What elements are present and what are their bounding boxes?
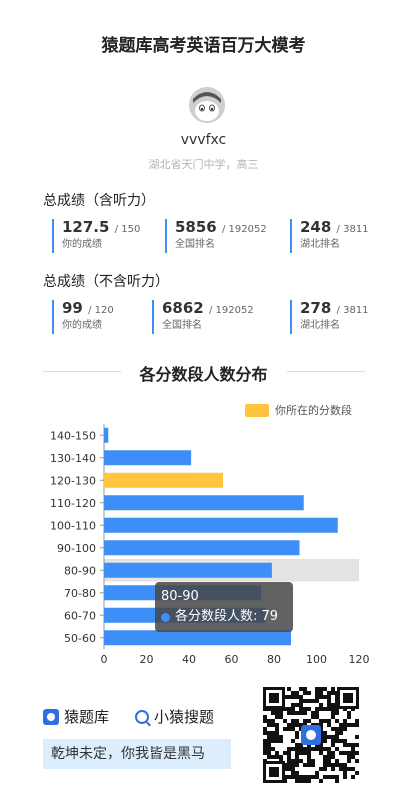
tooltip-series-label: 各分数段人数: bbox=[175, 609, 258, 624]
bar-110-120[interactable] bbox=[104, 495, 304, 511]
legend-swatch bbox=[245, 403, 269, 417]
avatar bbox=[189, 87, 225, 123]
stat-score-without-listening: 99 / 120 你的成绩 bbox=[52, 300, 114, 334]
stat-value: 99 bbox=[62, 299, 83, 317]
x-tick-label-40: 40 bbox=[182, 653, 196, 666]
category-label-50-60: 50-60 bbox=[64, 632, 96, 645]
stat-value: 278 bbox=[300, 299, 332, 317]
bar-50-60[interactable] bbox=[104, 630, 291, 646]
stat-province-rank-with-listening: 248 / 3811 湖北排名 bbox=[290, 219, 369, 253]
stat-denominator: / 3811 bbox=[336, 305, 369, 316]
chart-tooltip: 80-90 各分数段人数: 79 bbox=[155, 582, 293, 632]
bar-140-150[interactable] bbox=[104, 427, 109, 443]
category-label-110-120: 110-120 bbox=[50, 497, 96, 510]
stat-value: 248 bbox=[300, 218, 332, 236]
category-label-100-110: 100-110 bbox=[50, 519, 96, 532]
brand-xiaoyuan-soti: 小猿搜题 bbox=[135, 706, 214, 727]
x-tick-label-60: 60 bbox=[225, 653, 239, 666]
username: vvvfxc bbox=[180, 132, 227, 148]
stat-value: 127.5 bbox=[62, 218, 110, 236]
category-label-60-70: 60-70 bbox=[64, 609, 96, 622]
bar-90-100[interactable] bbox=[104, 540, 300, 556]
category-label-140-150: 140-150 bbox=[50, 429, 96, 442]
bar-100-110[interactable] bbox=[104, 517, 338, 533]
yuantiku-logo-icon bbox=[43, 708, 59, 725]
x-tick-label-100: 100 bbox=[306, 653, 327, 666]
x-tick-label-120: 120 bbox=[349, 653, 370, 666]
motto-banner: 乾坤未定，你我皆是黑马 bbox=[43, 739, 231, 769]
divider-left bbox=[43, 371, 121, 372]
brand-xiaoyuan-label: 小猿搜题 bbox=[154, 708, 215, 726]
legend-label: 你所在的分数段 bbox=[275, 404, 352, 417]
stat-denominator: / 192052 bbox=[221, 224, 267, 235]
total-score-with-listening-label: 总成绩（含听力） bbox=[43, 193, 155, 209]
stat-value: 6862 bbox=[162, 299, 204, 317]
stat-caption: 全国排名 bbox=[175, 239, 215, 250]
chart-legend[interactable]: 你所在的分数段 bbox=[245, 402, 352, 418]
bar-130-140[interactable] bbox=[104, 450, 192, 466]
stat-caption: 你的成绩 bbox=[62, 239, 102, 250]
stat-caption: 湖北排名 bbox=[300, 320, 340, 331]
x-tick-label-80: 80 bbox=[267, 653, 281, 666]
stat-caption: 全国排名 bbox=[162, 320, 202, 331]
avatar-face-icon bbox=[189, 87, 225, 123]
qr-code-icon bbox=[263, 687, 359, 783]
category-label-120-130: 120-130 bbox=[50, 474, 96, 487]
stat-national-rank-without-listening: 6862 / 192052 全国排名 bbox=[152, 300, 254, 334]
stat-denominator: / 3811 bbox=[336, 224, 369, 235]
tooltip-value: 79 bbox=[261, 609, 279, 624]
category-label-70-80: 70-80 bbox=[64, 587, 96, 600]
x-tick-label-0: 0 bbox=[101, 653, 108, 666]
stat-national-rank-with-listening: 5856 / 192052 全国排名 bbox=[165, 219, 267, 253]
search-logo-icon bbox=[135, 709, 149, 724]
stat-score-with-listening: 127.5 / 150 你的成绩 bbox=[52, 219, 140, 253]
score-distribution-chart[interactable]: 140-150 130-140 120-130 110-120 100-110 90-10… bbox=[0, 420, 407, 675]
x-tick-label-20: 20 bbox=[140, 653, 154, 666]
stat-caption: 你的成绩 bbox=[62, 320, 102, 331]
bar-120-130[interactable] bbox=[104, 472, 223, 488]
bar-80-90[interactable] bbox=[104, 562, 272, 578]
divider-right bbox=[287, 371, 365, 372]
page-title: 猿题库高考英语百万大模考 bbox=[101, 36, 306, 56]
school-info: 湖北省天门中学，高三 bbox=[148, 158, 259, 171]
stat-caption: 湖北排名 bbox=[300, 239, 340, 250]
stat-value: 5856 bbox=[175, 218, 217, 236]
stat-denominator: / 150 bbox=[114, 224, 141, 235]
brand-yuantiku: 猿题库 bbox=[43, 706, 109, 727]
stat-province-rank-without-listening: 278 / 3811 湖北排名 bbox=[290, 300, 369, 334]
brand-yuantiku-label: 猿题库 bbox=[64, 708, 110, 726]
tooltip-series-dot bbox=[161, 612, 170, 622]
tooltip-title: 80-90 bbox=[161, 589, 199, 604]
stat-denominator: / 192052 bbox=[208, 305, 254, 316]
total-score-without-listening-label: 总成绩（不含听力） bbox=[43, 274, 169, 290]
category-label-130-140: 130-140 bbox=[50, 452, 96, 465]
stat-denominator: / 120 bbox=[88, 305, 114, 316]
category-label-90-100: 90-100 bbox=[57, 542, 96, 555]
chart-title: 各分数段人数分布 bbox=[139, 365, 268, 384]
category-label-80-90: 80-90 bbox=[64, 564, 96, 577]
